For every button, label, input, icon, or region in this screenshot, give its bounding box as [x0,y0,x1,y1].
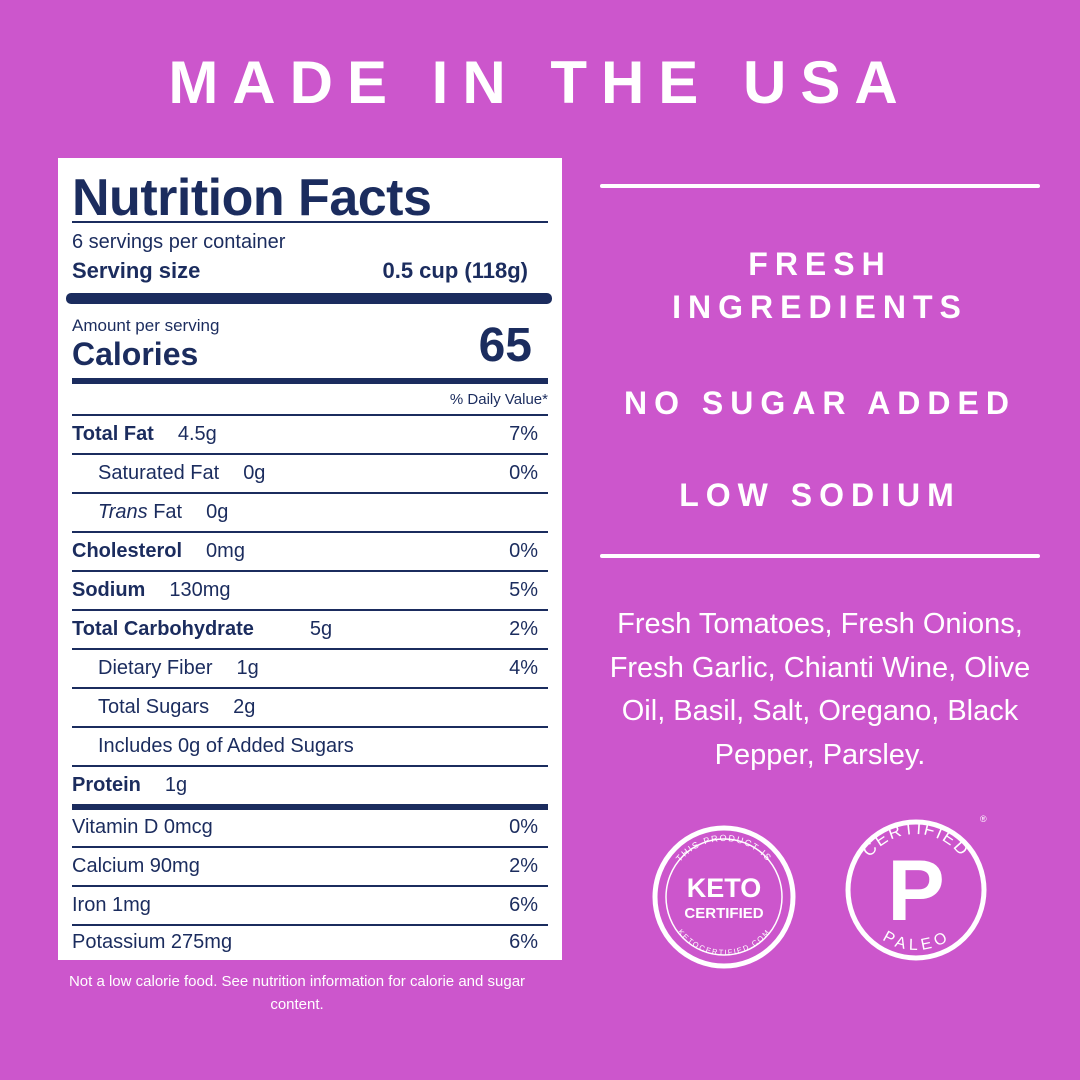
amount: 0g [206,501,229,523]
paleo-main: P [887,843,944,939]
keto-bottom-text: KETOCERTIFIED.COM [676,927,770,956]
dv: 2% [509,618,538,640]
serving-size: 0.5 cup (118g) [382,258,528,283]
amount: 130mg [169,579,231,601]
claim: LOW SODIUM [679,477,961,513]
label: Total Carbohydrate [72,618,254,640]
rule [72,378,548,384]
nutrient-row: Sodium 130mg 5% [72,572,548,611]
nutrient-row: Cholesterol 0mg 0% [72,533,548,572]
servings: 6 servings per container [72,231,286,253]
label: Includes 0g of Added Sugars [98,735,354,757]
label: Cholesterol [72,540,183,562]
dv: 0% [509,816,538,838]
dv: 0% [509,540,538,562]
nutrient-row: Protein 1g [72,767,548,810]
dv: 5% [509,579,538,601]
calories: 65 [478,319,532,372]
paleo-ring [845,819,987,961]
label: Dietary Fiber [98,657,213,679]
keto-sub: CERTIFIED [684,905,763,922]
rule [72,414,548,416]
label: Vitamin D 0mcg [72,816,213,838]
title: MADE IN THE USA [168,49,912,116]
amount: 2g [233,696,256,718]
label-italic: Trans [98,501,148,523]
serving-size-label: Serving size [72,258,201,283]
vitamin-row: Potassium 275mg 6% [72,924,548,961]
vitamin-row: Iron 1mg 6% [72,887,548,926]
label: Fat [153,501,183,523]
nutrient-row: Trans Fat 0g [72,494,548,533]
divider [600,554,1040,558]
rule [72,221,548,223]
amount: 1g [236,657,259,679]
dv: 2% [509,855,538,877]
badges: THIS PRODUCT IS KETO CERTIFIED KETOCERTI… [652,814,987,969]
footnote: Not a low calorie food. See nutrition in… [68,973,526,1013]
amount-label: Amount per serving [72,316,220,335]
nutrient-row: Total Fat 4.5g 7% [72,416,548,455]
amount: 0mg [206,540,245,562]
keto-ring [652,825,796,969]
keto-ring [665,838,783,956]
claim: FRESH INGREDIENTS [672,246,968,325]
label: Iron 1mg [72,894,151,916]
nutrient-row: Includes 0g of Added Sugars [72,728,548,767]
dv: 6% [509,894,538,916]
nutrient-row: Saturated Fat 0g 0% [72,455,548,494]
label: Calcium 90mg [72,855,200,877]
rule [66,293,552,304]
calories-label: Calories [72,336,199,372]
divider [600,184,1040,188]
dv: 0% [509,462,538,484]
nutrition-panel: Nutrition Facts 6 servings per container… [58,158,562,960]
nutrient-row: Dietary Fiber 1g 4% [72,650,548,689]
label: Potassium 275mg [72,931,233,953]
nf-heading: Nutrition Facts [72,169,432,227]
nutrient-row: Total Sugars 2g [72,689,548,728]
dv: 7% [509,423,538,445]
ingredients: Fresh Tomatoes, Fresh Onions, Fresh Garl… [609,608,1031,771]
keto-bottom: KETOCERTIFIED.COM [676,927,771,956]
vitamin-row: Vitamin D 0mcg 0% [72,809,548,848]
claim: NO SUGAR ADDED [624,385,1016,421]
nutrient-row: Total Carbohydrate 5g 2% [72,611,548,650]
dv: 4% [509,657,538,679]
paleo-mark: ® [980,814,987,824]
label: Saturated Fat [98,462,220,484]
amount: 4.5g [177,423,217,445]
amount: 5g [309,618,333,640]
dv-header: % Daily Value* [449,391,548,408]
dv: 6% [509,931,538,953]
amount: 1g [164,774,188,796]
label: Total Fat [72,423,154,445]
label: Total Sugars [98,696,210,718]
amount: 0g [243,462,266,484]
keto-main: KETO [687,873,762,903]
label: Sodium [72,579,146,601]
label: Protein [72,774,141,796]
vitamin-row: Calcium 90mg 2% [72,848,548,887]
